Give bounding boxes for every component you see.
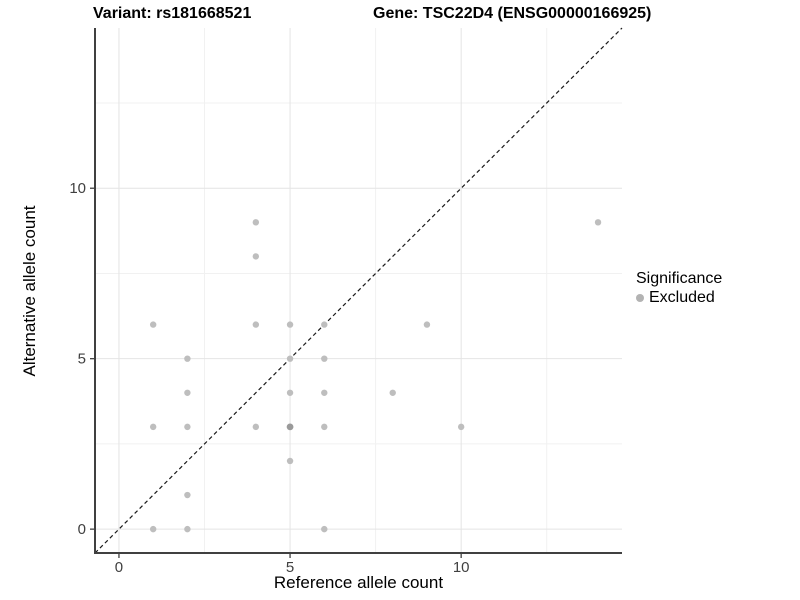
y-tick-label: 5 [78,351,86,368]
data-point [252,219,260,226]
axis-ticks [90,187,462,558]
data-point-overplotted [286,423,294,431]
tick-labels: 0 5 10 0 5 10 [69,180,469,576]
legend-item-excluded: Excluded [636,288,722,307]
data-point [321,525,328,533]
data-point [321,423,328,431]
gridlines-major [95,28,622,553]
data-point [594,219,602,226]
data-point [389,389,396,396]
x-axis-title: Reference allele count [273,573,444,592]
plot-title-variant: Variant: rs181668521 [93,5,252,22]
data-point [184,525,191,533]
axis-lines [94,28,622,554]
data-point [184,389,191,396]
y-tick-label: 0 [78,521,86,538]
plot-title-gene: Gene: TSC22D4 (ENSG00000166925) [373,5,652,22]
data-point [321,321,328,328]
x-tick-label: 10 [453,559,470,576]
data-point [252,253,260,260]
data-point [423,321,431,328]
data-point [321,389,328,396]
data-point [457,423,465,431]
y-axis-title: Alternative allele count [20,205,39,377]
data-point [184,423,191,431]
data-point [286,389,294,396]
data-point [149,321,157,328]
identity-line [94,27,623,554]
point-icon [636,293,644,302]
data-point [149,423,157,431]
data-point [321,355,328,362]
legend-title: Significance [636,270,723,287]
data-point [286,457,294,465]
data-points [149,219,602,533]
data-point [184,491,191,499]
legend: Significance Excluded [636,269,722,307]
gridlines-minor [95,28,622,553]
data-point [252,423,260,431]
data-point [252,321,260,328]
data-point [149,525,157,533]
data-point [184,355,191,362]
data-point [286,355,294,362]
y-tick-label: 10 [69,180,86,197]
legend-item-label: Excluded [649,289,715,306]
x-tick-label: 5 [286,559,294,576]
data-point [286,321,294,328]
x-tick-label: 0 [115,559,123,576]
